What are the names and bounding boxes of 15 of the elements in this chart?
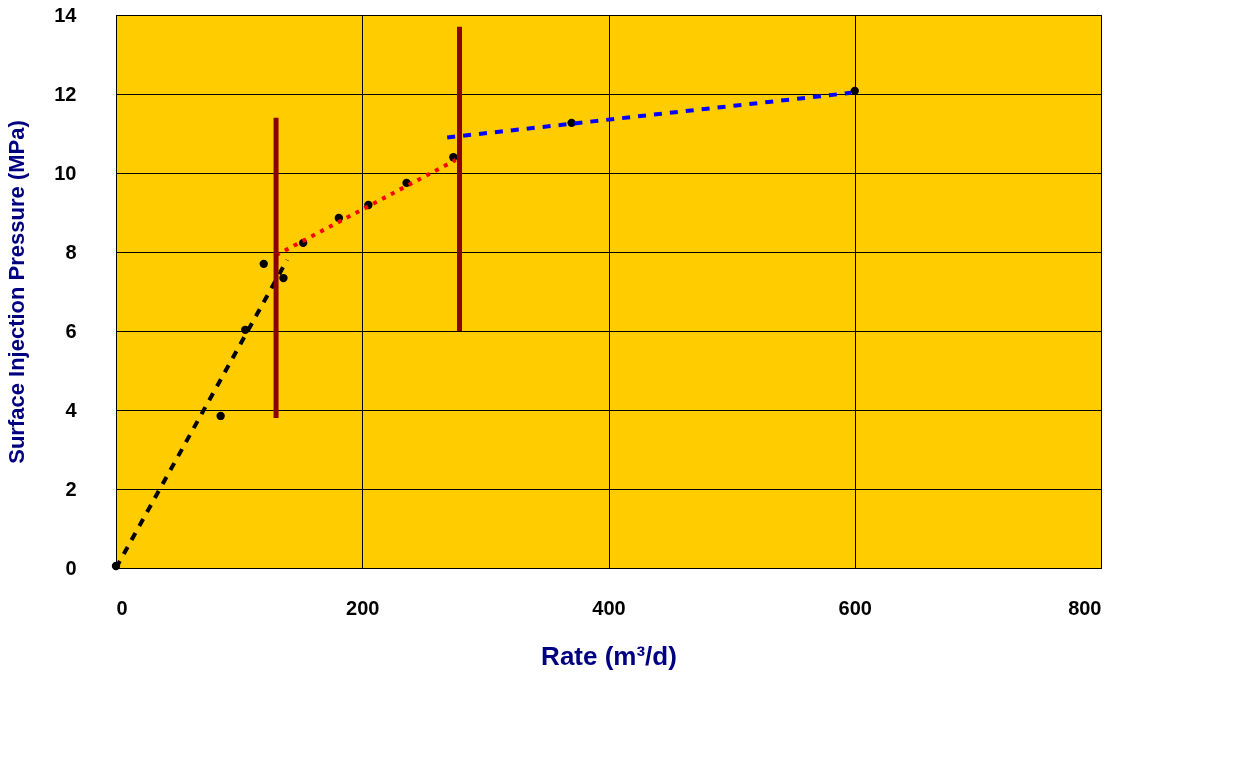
x-tick-label: 800	[1068, 596, 1102, 619]
x-tick-label: 200	[346, 596, 380, 619]
y-tick-label: 14	[54, 3, 78, 26]
y-tick-label: 4	[65, 398, 78, 421]
y-tick-label: 6	[65, 319, 77, 342]
y-tick-label: 10	[54, 161, 77, 184]
y-tick-label: 2	[65, 477, 77, 500]
x-tick-label: 0	[116, 596, 128, 619]
y-tick-label: 12	[54, 82, 77, 105]
y-tick-label: 0	[65, 556, 77, 579]
x-axis-title: Rate (m³/d)	[541, 640, 677, 671]
y-axis-title: Surface Injection Pressure (MPa)	[4, 120, 30, 464]
y-tick-label: 8	[65, 240, 77, 263]
x-tick-label: 400	[592, 596, 626, 619]
x-tick-label: 600	[838, 596, 872, 619]
